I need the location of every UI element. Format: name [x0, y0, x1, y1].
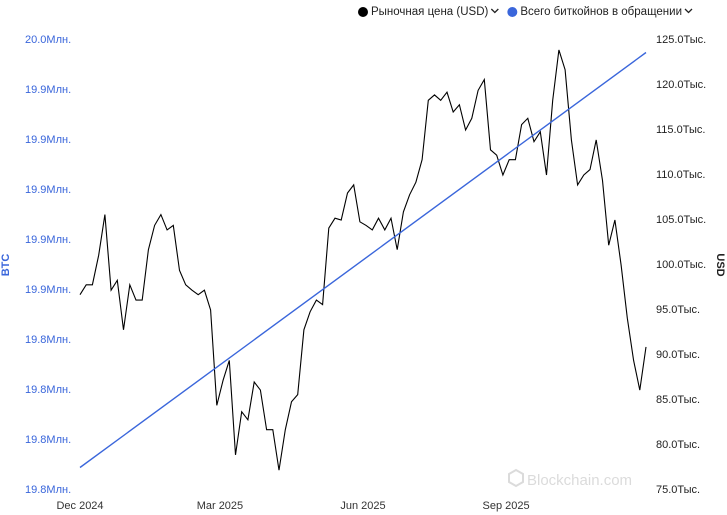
legend-item[interactable]: Всего биткойнов в обращении: [507, 6, 693, 18]
y2-tick-label: 110.0Тыс.: [656, 169, 705, 181]
y2-tick-label: 115.0Тыс.: [656, 124, 705, 136]
y2-tick-label: 90.0Тыс.: [656, 349, 700, 361]
legend-dot: [358, 7, 368, 17]
legend-item[interactable]: Рыночная цена (USD): [358, 6, 499, 18]
x-tick-label: Mar 2025: [197, 500, 243, 512]
y-tick-label: 19.9Млн.: [25, 134, 71, 146]
y-tick-label: 19.9Млн.: [25, 234, 71, 246]
watermark-text: Blockchain.com: [527, 472, 632, 489]
y2-axis-label: USD: [714, 253, 726, 276]
series-line: [79, 51, 647, 469]
legend-chevron: [490, 8, 499, 14]
y-tick-label: 19.8Млн.: [25, 484, 71, 496]
y-tick-label: 19.8Млн.: [25, 434, 71, 446]
y-tick-label: 19.9Млн.: [25, 184, 71, 196]
x-tick-label: Sep 2025: [483, 500, 530, 512]
y2-tick-label: 95.0Тыс.: [656, 304, 700, 316]
y2-tick-label: 125.0Тыс.: [656, 34, 706, 46]
y-tick-label: 19.9Млн.: [25, 84, 71, 96]
y-tick-label: 19.9Млн.: [25, 284, 71, 296]
y-tick-label: 20.0Млн.: [25, 34, 71, 46]
y2-tick-label: 75.0Тыс.: [656, 484, 700, 496]
y2-tick-label: 85.0Тыс.: [656, 394, 700, 406]
y2-tick-label: 100.0Тыс.: [656, 259, 706, 271]
watermark: Blockchain.com: [508, 468, 632, 489]
series-line: [79, 49, 647, 471]
legend-chevron: [684, 8, 693, 14]
y2-tick-label: 80.0Тыс.: [656, 439, 700, 451]
y-tick-label: 19.8Млн.: [25, 384, 71, 396]
legend-label: Всего биткойнов в обращении: [520, 6, 682, 18]
legend-label: Рыночная цена (USD): [371, 6, 488, 18]
legend-dot: [507, 7, 518, 17]
x-tick-label: Dec 2024: [56, 500, 103, 512]
y2-tick-label: 105.0Тыс.: [656, 214, 706, 226]
x-tick-label: Jun 2025: [340, 500, 385, 512]
watermark-icon: [508, 468, 524, 488]
y-tick-label: 19.8Млн.: [25, 334, 71, 346]
y-axis-label: BTC: [0, 254, 12, 277]
y2-tick-label: 120.0Тыс.: [656, 79, 706, 91]
